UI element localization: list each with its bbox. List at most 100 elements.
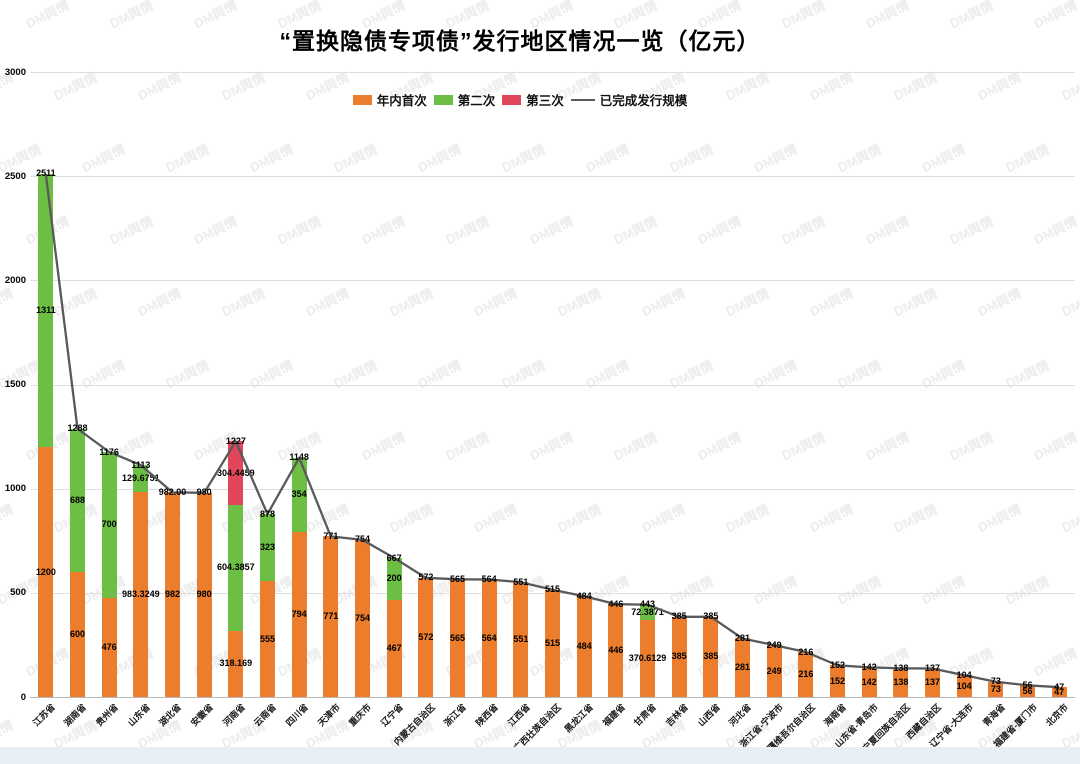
x-tick-label-辽宁省: 辽宁省	[379, 702, 406, 729]
x-tick-label-山东省: 山东省	[125, 702, 152, 729]
total-value-label: 443	[639, 599, 656, 610]
segment-value-label: 73	[990, 683, 1001, 694]
total-value-label: 152	[829, 659, 846, 670]
legend-label: 第三次	[526, 94, 564, 108]
gridline	[30, 72, 1075, 73]
gridline	[30, 280, 1075, 282]
total-value-label: 484	[576, 590, 592, 601]
legend-line-swatch	[570, 98, 595, 101]
total-value-label: 142	[861, 661, 877, 672]
legend-item-1: 第二次	[433, 90, 496, 109]
y-tick-label: 500	[10, 587, 26, 599]
x-tick-label-黑龙江省: 黑龙江省	[562, 702, 596, 735]
gridline	[30, 384, 1075, 386]
total-value-label: 1288	[67, 423, 88, 434]
y-tick-label: 0	[20, 691, 26, 703]
x-axis-line	[30, 697, 1075, 698]
total-value-label: 446	[608, 598, 624, 609]
legend-label: 年内首次	[376, 94, 427, 108]
segment-value-label: 385	[703, 651, 719, 662]
segment-value-label: 1200	[35, 566, 56, 577]
segment-value-label: 600	[69, 629, 86, 639]
total-value-label: 1113	[131, 459, 151, 470]
x-tick-label-四川省: 四川省	[284, 702, 311, 729]
total-value-label: 754	[354, 534, 371, 545]
segment-value-label: 555	[259, 633, 276, 644]
total-value-label: 216	[798, 646, 814, 657]
total-value-label: 1176	[99, 446, 119, 457]
legend-item-2: 第三次	[502, 90, 564, 109]
total-value-label: 551	[513, 576, 529, 587]
total-value-label: 771	[323, 530, 339, 541]
total-value-label: 1148	[289, 452, 309, 463]
segment-value-label: 688	[69, 494, 86, 505]
segment-value-label: 323	[259, 542, 276, 553]
total-value-label: 281	[734, 632, 751, 643]
segment-value-label: 354	[291, 489, 307, 500]
footer-strip	[0, 747, 1080, 764]
total-value-label: 73	[990, 676, 1001, 687]
x-tick-label-天津市: 天津市	[315, 702, 342, 729]
x-tick-label-贵州省: 贵州省	[94, 702, 121, 729]
total-value-label: 137	[924, 662, 941, 673]
segment-value-label: 476	[101, 641, 117, 652]
x-tick-label-海南省: 海南省	[822, 702, 849, 729]
legend-label: 第二次	[457, 94, 496, 108]
total-value-label: 385	[671, 611, 687, 622]
total-value-label: 56	[1022, 679, 1033, 690]
x-tick-label-青海省: 青海省	[980, 702, 1007, 729]
bar-segment-年内首次-北京市	[1051, 687, 1067, 697]
segment-value-label: 604.3857	[217, 562, 255, 573]
legend-color-swatch	[502, 94, 522, 105]
y-tick-label: 2500	[4, 170, 26, 182]
segment-value-label: 754	[354, 612, 371, 623]
segment-value-label: 467	[386, 642, 402, 653]
x-tick-label-重庆市: 重庆市	[347, 702, 374, 729]
segment-value-label: 980	[196, 589, 212, 600]
x-tick-label-北京市: 北京市	[1044, 702, 1071, 729]
bar-segment-年内首次-福建省-厦门市	[1020, 685, 1035, 697]
segment-value-label: 56	[1022, 685, 1033, 696]
x-tick-label-河北省: 河北省	[727, 702, 754, 729]
total-value-label: 138	[893, 662, 909, 673]
x-tick-label-吉林省: 吉林省	[664, 702, 691, 729]
segment-value-label: 1311	[36, 304, 56, 315]
x-tick-label-陕西省: 陕西省	[474, 702, 501, 729]
x-tick-label-湖南省: 湖南省	[62, 702, 89, 729]
total-value-label: 982.00	[158, 486, 187, 497]
x-tick-label-福建省: 福建省	[600, 702, 627, 729]
x-tick-label-安徽省: 安徽省	[189, 702, 216, 729]
total-value-label: 249	[766, 639, 782, 650]
chart-legend: 年内首次 第二次 第三次 已完成发行规模	[0, 90, 1040, 109]
legend-item-0: 年内首次	[352, 90, 427, 109]
total-value-label: 47	[1054, 681, 1065, 692]
segment-value-label: 700	[101, 519, 117, 530]
total-value-label: 564	[481, 574, 497, 584]
legend-item-3: 已完成发行规模	[570, 90, 687, 109]
segment-value-label: 318.169	[219, 658, 253, 669]
x-tick-label-山西省: 山西省	[695, 702, 722, 729]
total-value-label: 104	[956, 669, 972, 680]
y-tick-label: 1500	[4, 379, 26, 390]
x-tick-label-甘肃省: 甘肃省	[632, 702, 659, 729]
segment-value-label: 129.6751	[122, 473, 160, 484]
total-value-label: 2511	[36, 168, 56, 179]
total-value-label: 667	[386, 552, 402, 563]
total-value-label: 572	[418, 572, 434, 583]
x-tick-label-湖北省: 湖北省	[157, 702, 184, 729]
gridline	[30, 176, 1075, 178]
y-tick-label: 3000	[4, 66, 26, 78]
segment-value-label: 47	[1054, 686, 1065, 697]
x-tick-label-江西省: 江西省	[505, 702, 532, 729]
legend-color-swatch	[433, 94, 453, 105]
x-tick-label-云南省: 云南省	[252, 702, 279, 729]
y-tick-label: 1000	[4, 483, 26, 495]
total-value-label: 1227	[225, 435, 246, 446]
chart-title: “置换隐债专项债”发行地区情况一览（亿元）	[279, 28, 761, 54]
segment-value-label: 304.4459	[217, 467, 255, 478]
total-value-label: 565	[449, 573, 466, 584]
